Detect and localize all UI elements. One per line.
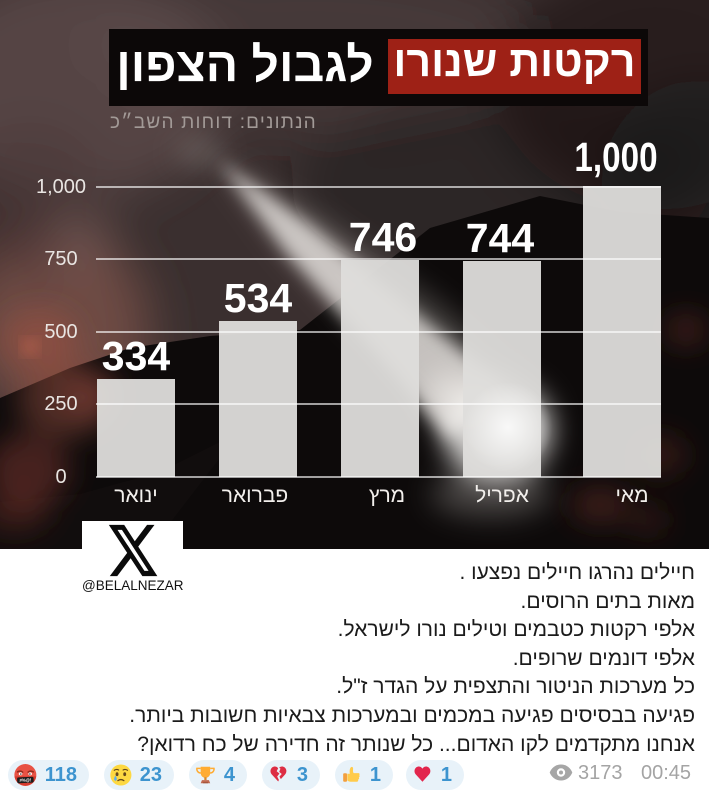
svg-text:#%@!: #%@! — [19, 777, 32, 783]
